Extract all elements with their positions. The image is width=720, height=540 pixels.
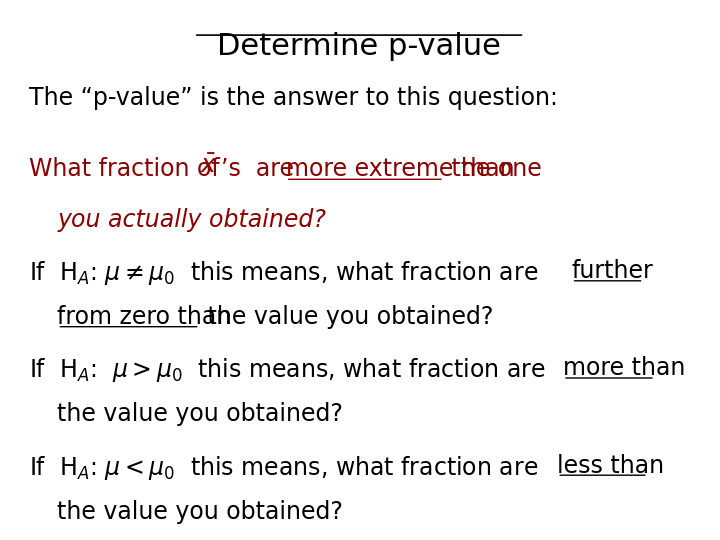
Text: from zero than: from zero than: [58, 305, 232, 329]
Text: further: further: [572, 259, 653, 283]
Text: the value you obtained?: the value you obtained?: [58, 402, 343, 426]
Text: less than: less than: [557, 454, 665, 477]
Text: If  H$_A$:  $\mu > \mu_0$  this means, what fraction are: If H$_A$: $\mu > \mu_0$ this means, what…: [29, 356, 546, 384]
Text: you actually obtained?: you actually obtained?: [58, 208, 326, 232]
Text: ’s  are: ’s are: [221, 157, 302, 180]
Text: more extreme than: more extreme than: [286, 157, 515, 180]
Text: What fraction of: What fraction of: [29, 157, 235, 180]
Text: more than: more than: [563, 356, 685, 380]
Text: the value you obtained?: the value you obtained?: [199, 305, 493, 329]
Text: $\bar{x}$: $\bar{x}$: [199, 154, 217, 178]
Text: the value you obtained?: the value you obtained?: [58, 500, 343, 523]
Text: The “p-value” is the answer to this question:: The “p-value” is the answer to this ques…: [29, 86, 557, 110]
Text: the one: the one: [444, 157, 541, 180]
Text: If  H$_A$: $\mu < \mu_0$  this means, what fraction are: If H$_A$: $\mu < \mu_0$ this means, what…: [29, 454, 539, 482]
Text: Determine p-value: Determine p-value: [217, 32, 501, 62]
Text: If  H$_A$: $\mu \neq \mu_0$  this means, what fraction are: If H$_A$: $\mu \neq \mu_0$ this means, w…: [29, 259, 539, 287]
